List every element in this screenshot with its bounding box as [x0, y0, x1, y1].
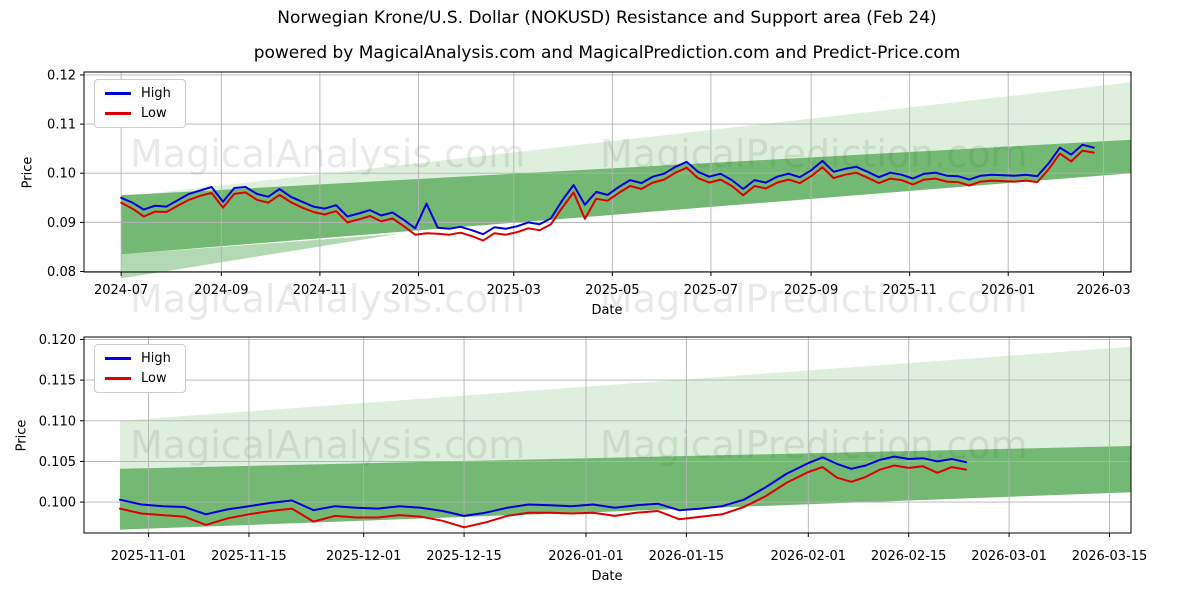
- legend-item-high: High: [105, 87, 171, 100]
- plot-border: [83, 336, 1132, 534]
- high-line: [118, 455, 968, 517]
- x-tick-label: 2025-09: [784, 283, 838, 298]
- top-chart-legend: High Low: [94, 79, 186, 128]
- x-tick-label: 2026-01: [981, 283, 1035, 298]
- x-tick-label: 2026-03-15: [1072, 549, 1148, 564]
- y-tick-label: 0.12: [47, 68, 76, 83]
- high-line-sample: [105, 357, 131, 360]
- x-tick-label: 2026-02-15: [871, 549, 947, 564]
- x-tick-label: 2024-07: [94, 283, 148, 298]
- bottom-chart-legend: High Low: [94, 344, 186, 393]
- x-tick-label: 2025-07: [684, 283, 738, 298]
- legend-label: Low: [141, 371, 167, 386]
- legend-item-low: Low: [105, 107, 171, 120]
- legend-label: High: [141, 351, 171, 366]
- bottom-y-axis-label: Price: [14, 419, 30, 452]
- x-tick-label: 2025-05: [585, 283, 639, 298]
- y-tick-label: 0.10: [47, 167, 76, 182]
- top-x-axis-label: Date: [591, 303, 623, 318]
- y-tick-label: 0.11: [47, 118, 76, 133]
- watermark-analysis: MagicalAnalysis.com: [130, 423, 525, 467]
- x-tick-label: 2025-11: [882, 283, 936, 298]
- y-tick-label: 0.105: [39, 455, 76, 470]
- resistance-band-light: [119, 346, 1131, 469]
- chart-subtitle: powered by MagicalAnalysis.com and Magic…: [253, 43, 961, 63]
- plot-border: [83, 71, 1132, 273]
- x-tick-label: 2025-12-01: [326, 549, 402, 564]
- top-y-axis-label: Price: [20, 156, 36, 189]
- low-line-sample: [105, 377, 131, 380]
- y-tick-label: 0.115: [39, 374, 76, 389]
- x-tick-label: 2024-11: [293, 283, 347, 298]
- x-tick-label: 2026-01-15: [649, 549, 725, 564]
- x-tick-label: 2025-11-15: [211, 549, 287, 564]
- legend-item-high: High: [105, 352, 171, 365]
- legend-label: Low: [141, 106, 167, 121]
- y-tick-label: 0.120: [39, 333, 76, 348]
- x-tick-label: 2025-03: [487, 283, 541, 298]
- resistance-band-light: [121, 82, 1131, 197]
- high-line: [120, 143, 1095, 236]
- x-tick-label: 2025-11-01: [111, 549, 187, 564]
- low-line: [118, 464, 968, 529]
- y-tick-label: 0.09: [47, 216, 76, 231]
- bottom-x-axis-label: Date: [591, 569, 623, 584]
- x-tick-label: 2024-09: [194, 283, 248, 298]
- low-line: [120, 149, 1095, 242]
- x-tick-label: 2026-02-01: [771, 549, 847, 564]
- watermark-analysis: MagicalAnalysis.com: [130, 132, 526, 176]
- x-tick-label: 2026-03-01: [971, 549, 1047, 564]
- x-tick-label: 2025-01: [391, 283, 445, 298]
- x-tick-label: 2025-12-15: [426, 549, 502, 564]
- chart-title: Norwegian Krone/U.S. Dollar (NOKUSD) Res…: [277, 8, 937, 28]
- low-line-sample: [105, 112, 131, 115]
- high-line-sample: [105, 92, 131, 95]
- support-wedge: [121, 233, 400, 279]
- x-tick-label: 2026-01-01: [548, 549, 624, 564]
- y-tick-label: 0.100: [39, 496, 76, 511]
- support-resistance-band-dark: [121, 139, 1131, 255]
- x-tick-label: 2026-03: [1076, 283, 1130, 298]
- legend-label: High: [141, 86, 171, 101]
- y-tick-label: 0.08: [47, 265, 76, 280]
- y-tick-label: 0.110: [39, 414, 76, 429]
- legend-item-low: Low: [105, 372, 171, 385]
- watermark-analysis: MagicalAnalysis.com: [130, 277, 526, 321]
- watermark-prediction: MagicalPrediction.com: [600, 277, 1028, 321]
